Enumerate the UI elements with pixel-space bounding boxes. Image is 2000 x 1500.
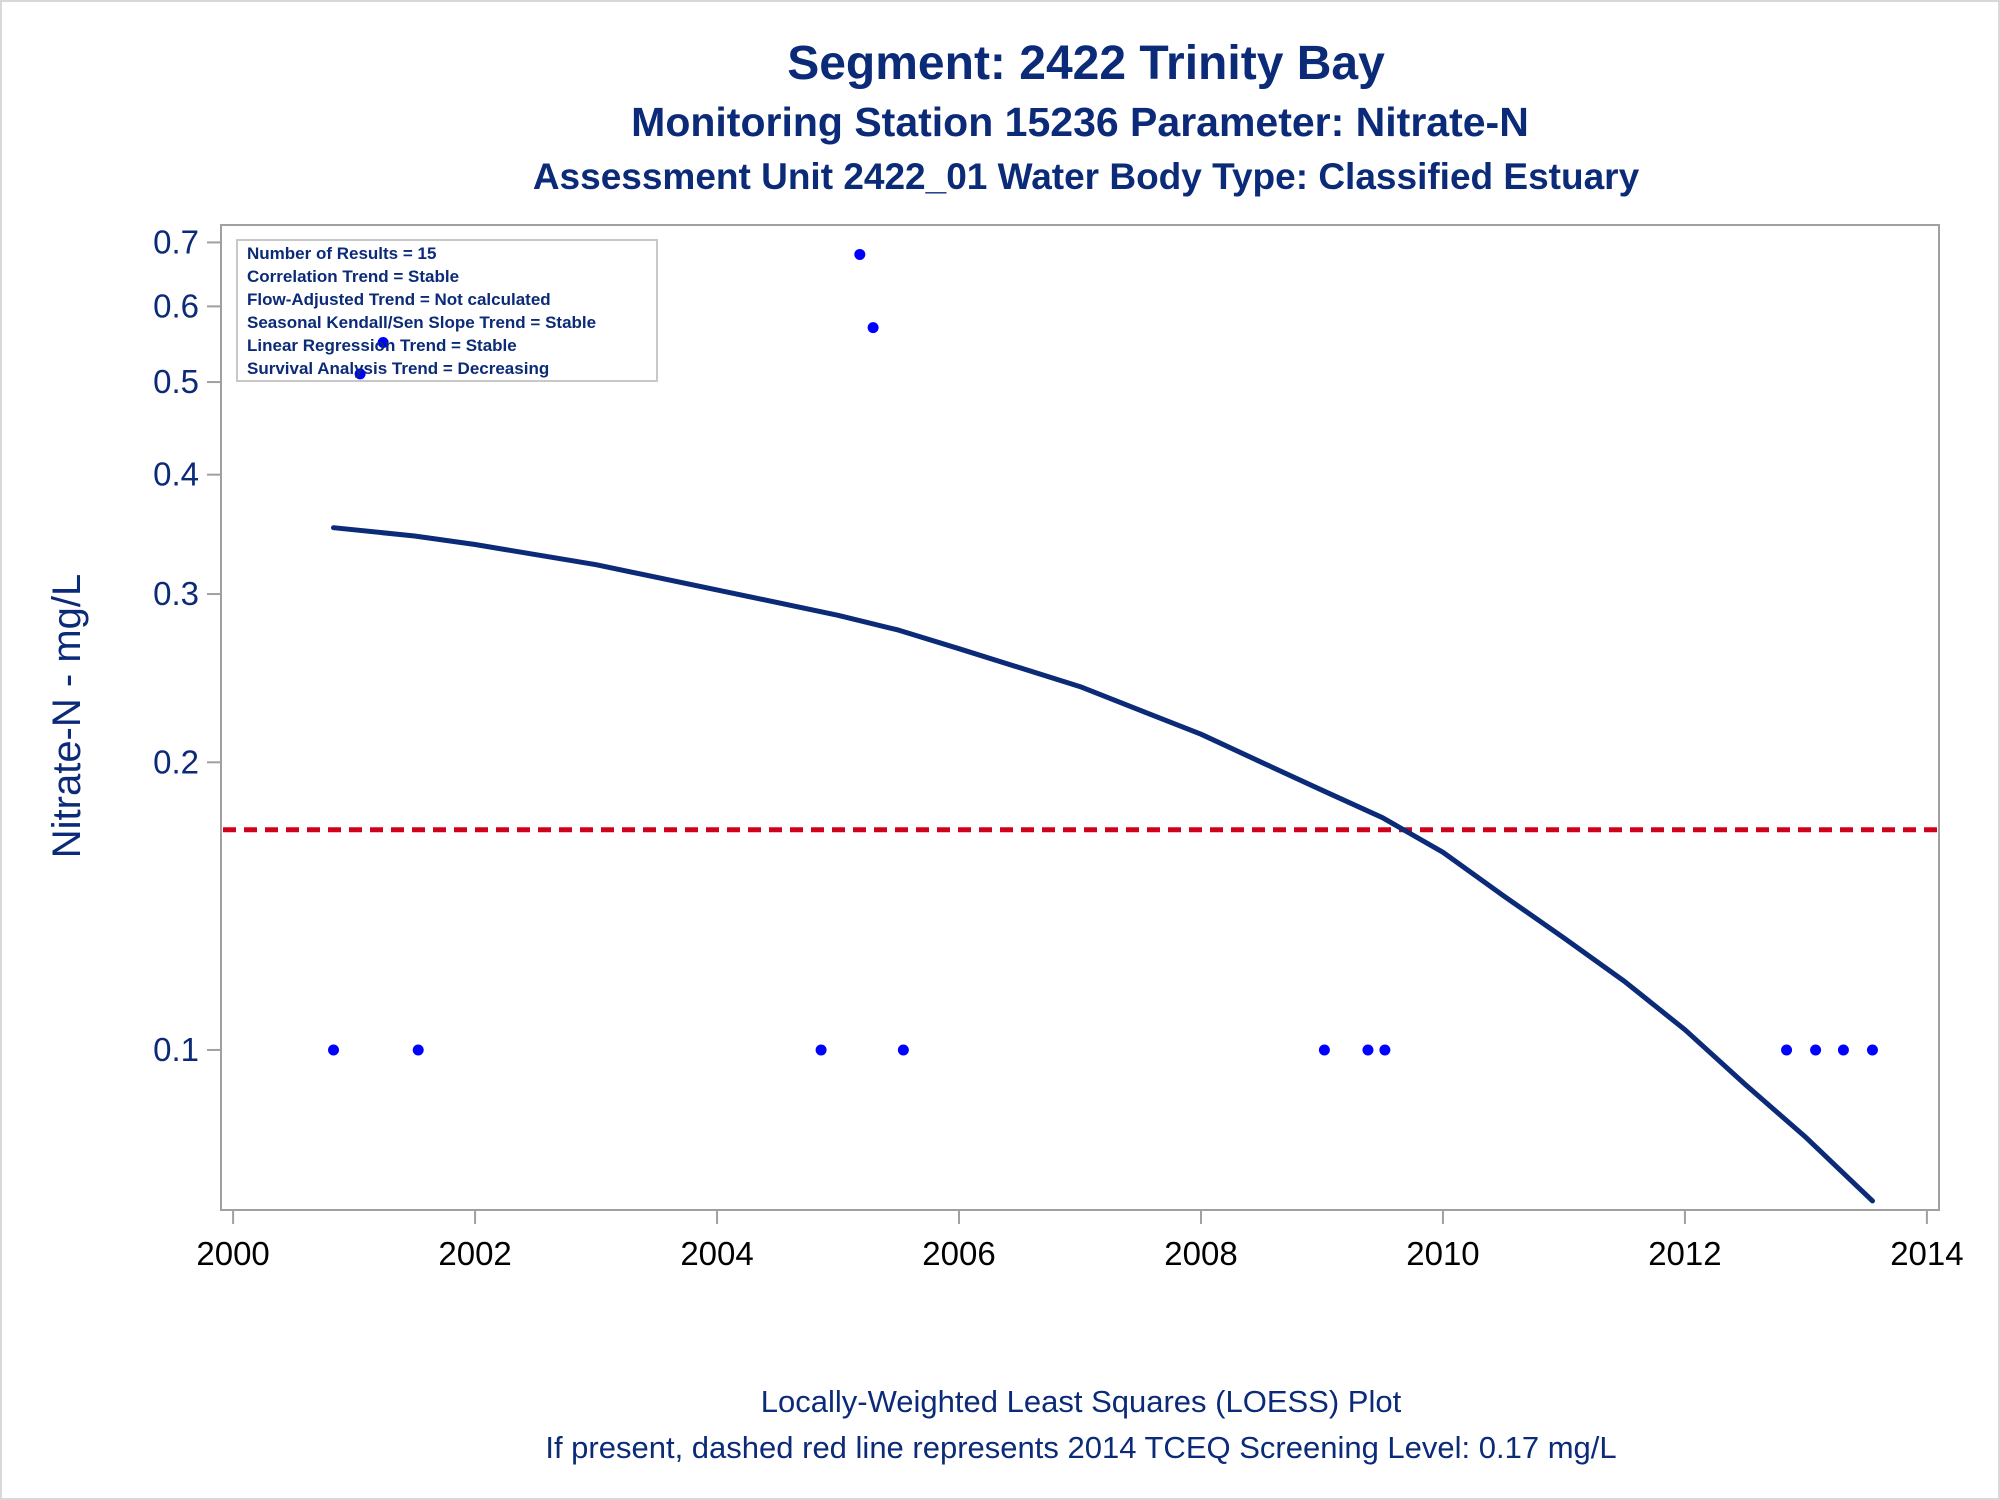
chart-subtitle-1: Monitoring Station 15236 Parameter: Nitr… — [631, 99, 1529, 145]
x-tick-label: 2006 — [922, 1235, 995, 1272]
legend-item: Correlation Trend = Stable — [247, 267, 459, 286]
footnote-1: Locally-Weighted Least Squares (LOESS) P… — [761, 1384, 1402, 1419]
data-point — [854, 248, 866, 260]
x-axis: 2000 2002 2004 2006 2008 2010 2012 2014 — [196, 1210, 1964, 1272]
x-tick-label: 2014 — [1890, 1235, 1963, 1272]
data-point — [1837, 1044, 1849, 1056]
data-point — [1781, 1044, 1793, 1056]
legend-item: Survival Analysis Trend = Decreasing — [247, 359, 549, 378]
x-tick-label: 2012 — [1648, 1235, 1721, 1272]
y-tick-label: 0.6 — [153, 287, 199, 324]
footnote-2: If present, dashed red line represents 2… — [545, 1430, 1616, 1465]
x-tick-label: 2002 — [438, 1235, 511, 1272]
data-point — [867, 322, 879, 334]
legend-box: Number of Results = 15 Correlation Trend… — [236, 239, 658, 382]
y-tick-label: 0.4 — [153, 456, 199, 493]
data-point — [1866, 1044, 1878, 1056]
loess-group — [331, 525, 1875, 1204]
data-point — [897, 1044, 909, 1056]
data-point — [1318, 1044, 1330, 1056]
data-point — [1379, 1044, 1391, 1056]
data-point — [328, 1044, 340, 1056]
chart-subtitle-2: Assessment Unit 2422_01 Water Body Type:… — [533, 156, 1640, 197]
data-point — [412, 1044, 424, 1056]
x-tick-label: 2004 — [680, 1235, 753, 1272]
x-tick-label: 2000 — [196, 1235, 269, 1272]
plot-area — [220, 224, 1940, 1211]
legend-frame — [236, 239, 658, 382]
y-tick-label: 0.1 — [153, 1031, 199, 1068]
legend-item: Number of Results = 15 — [247, 244, 436, 263]
data-point — [354, 368, 366, 380]
y-axis: 0.1 0.2 0.3 0.4 0.5 0.6 0.7 — [153, 223, 221, 1068]
y-tick-label: 0.2 — [153, 743, 199, 780]
legend-item: Flow-Adjusted Trend = Not calculated — [247, 290, 551, 309]
loess-curve — [331, 525, 1875, 1204]
data-points — [328, 248, 1878, 1056]
legend-item: Linear Regression Trend = Stable — [247, 336, 517, 355]
data-point — [815, 1044, 827, 1056]
x-tick-label: 2008 — [1164, 1235, 1237, 1272]
data-point — [1810, 1044, 1822, 1056]
y-tick-label: 0.7 — [153, 223, 199, 260]
y-tick-label: 0.3 — [153, 575, 199, 612]
legend-item: Seasonal Kendall/Sen Slope Trend = Stabl… — [247, 313, 596, 332]
y-axis-label: Nitrate-N - mg/L — [45, 574, 89, 859]
chart-title: Segment: 2422 Trinity Bay — [787, 37, 1385, 90]
x-tick-label: 2010 — [1406, 1235, 1479, 1272]
y-tick-label: 0.5 — [153, 363, 199, 400]
data-point — [377, 336, 389, 348]
data-point — [1362, 1044, 1374, 1056]
